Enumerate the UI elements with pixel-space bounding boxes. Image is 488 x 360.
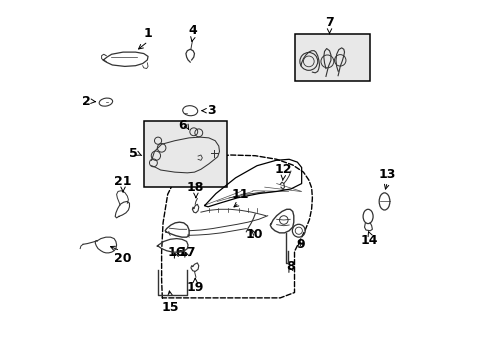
Text: 12: 12 <box>274 163 291 176</box>
Text: 17: 17 <box>178 246 196 258</box>
Text: 7: 7 <box>325 16 333 29</box>
Text: 3: 3 <box>206 104 215 117</box>
Text: 15: 15 <box>161 301 179 314</box>
Text: 20: 20 <box>113 252 131 265</box>
Text: 1: 1 <box>143 27 152 40</box>
Text: 2: 2 <box>82 95 91 108</box>
FancyBboxPatch shape <box>294 34 369 81</box>
Text: 13: 13 <box>378 168 395 181</box>
Text: 4: 4 <box>188 24 197 37</box>
Text: 10: 10 <box>245 229 263 242</box>
FancyBboxPatch shape <box>144 121 226 187</box>
Text: 21: 21 <box>113 175 131 188</box>
Text: 19: 19 <box>186 281 203 294</box>
Text: 5: 5 <box>128 147 137 160</box>
Text: 18: 18 <box>186 181 203 194</box>
Text: 6: 6 <box>178 119 186 132</box>
Text: 14: 14 <box>359 234 377 247</box>
Text: 11: 11 <box>231 188 248 202</box>
Text: 16: 16 <box>167 246 185 258</box>
Text: 9: 9 <box>296 238 305 251</box>
Text: 8: 8 <box>285 260 294 273</box>
